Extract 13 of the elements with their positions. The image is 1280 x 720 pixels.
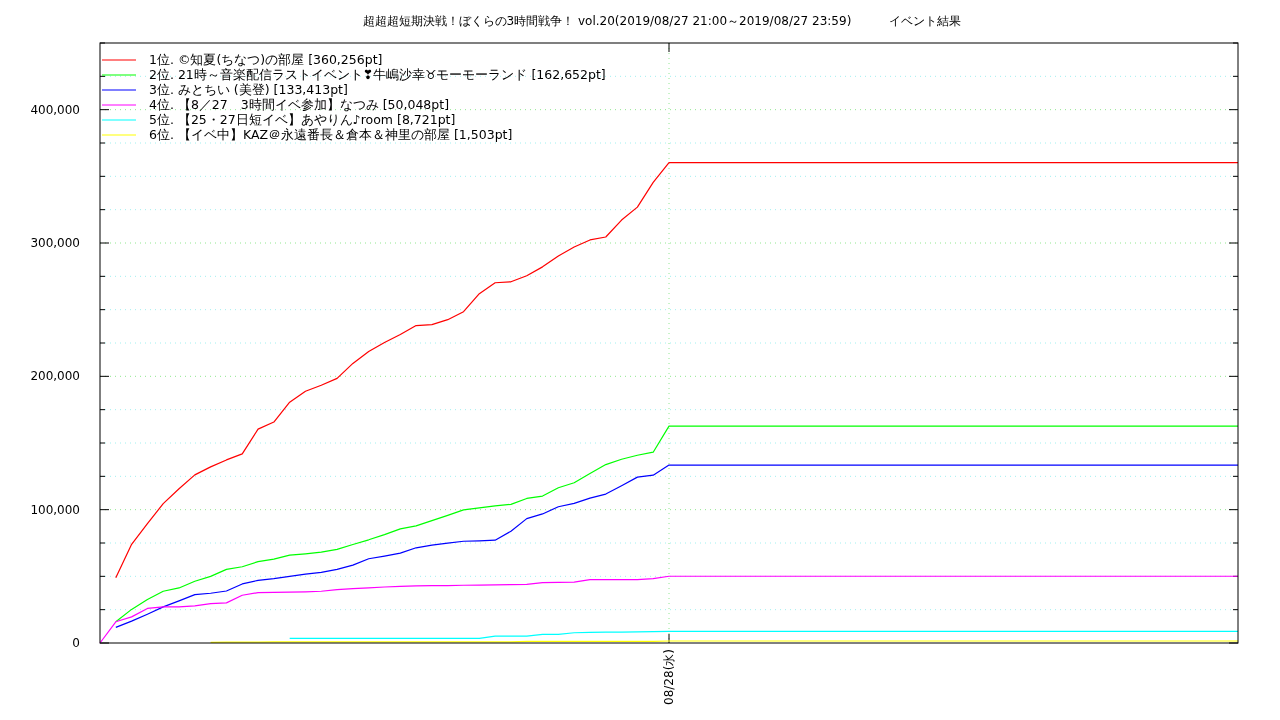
legend-label: 2位. 21時～音楽配信ラストイベント❣牛嶋沙幸♉モーモーランド [162,652pt] bbox=[149, 67, 606, 82]
y-tick-label: 100,000 bbox=[30, 502, 80, 517]
legend-label: 6位. 【イベ中】KAZ＠永遠番長＆倉本＆神里の部屋 [1,503pt] bbox=[149, 127, 513, 142]
y-tick-label: 0 bbox=[72, 636, 80, 650]
legend-label: 4位. 【8／27 3時間イベ参加】なつみ [50,048pt] bbox=[149, 97, 450, 112]
legend-label: 5位. 【25・27日短イベ】あやりん♪room [8,721pt] bbox=[149, 112, 456, 127]
legend-label: 3位. みとちい (美登) [133,413pt] bbox=[149, 82, 348, 97]
chart-title: 超超超短期決戦！ぼくらの3時間戦争！ vol.20(2019/08/27 21:00～2019/08/27 23:59) イベント結果 bbox=[362, 14, 962, 28]
legend-label: 1位. ©知夏(ちなつ)の部屋 [360,256pt] bbox=[149, 52, 383, 67]
y-tick-label: 400,000 bbox=[30, 102, 80, 117]
y-tick-label: 200,000 bbox=[30, 369, 80, 384]
y-tick-label: 300,000 bbox=[30, 236, 80, 250]
x-tick-label: 08/28(水) bbox=[662, 649, 676, 705]
